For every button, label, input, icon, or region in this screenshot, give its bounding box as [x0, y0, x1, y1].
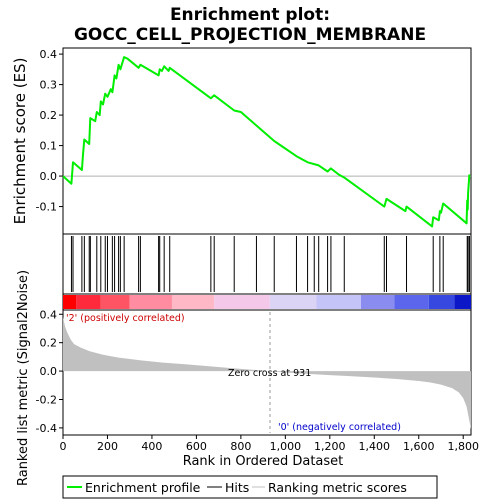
x-tick-label: 1,400 [359, 440, 391, 453]
metric-axis-label: Ranked list metric (Signal2Noise) [16, 270, 31, 486]
es-ytick-label: 0.0 [40, 170, 58, 183]
chart-title-line-2: GOCC_CELL_PROJECTION_MEMBRANE [74, 25, 426, 45]
es-ytick-label: 0.1 [40, 140, 58, 153]
heatmap-band [101, 295, 130, 309]
x-tick-label: 200 [97, 440, 118, 453]
zero-cross-label: Zero cross at 931 [228, 368, 311, 379]
metric-ytick-label: 0.0 [40, 365, 58, 378]
x-tick-label: 600 [186, 440, 207, 453]
es-ytick-label: 0.2 [40, 109, 58, 122]
x-tick-label: 0 [60, 440, 67, 453]
metric-ytick-label: -0.2 [36, 393, 57, 406]
heatmap-bar [63, 295, 471, 309]
x-tick-label: 800 [230, 440, 251, 453]
x-tick-label: 1,000 [270, 440, 302, 453]
x-tick-label: 1,600 [403, 440, 435, 453]
metric-ytick-label: 0.4 [40, 308, 58, 321]
heatmap-band [76, 295, 100, 309]
heatmap-band [361, 295, 394, 309]
metric-ytick-label: -0.4 [36, 422, 57, 435]
es-panel [63, 48, 471, 234]
x-axis-label: Rank in Ordered Dataset [183, 454, 344, 469]
heatmap-band [394, 295, 428, 309]
heatmap-band [270, 295, 317, 309]
metric-ytick-label: 0.2 [40, 337, 58, 350]
legend-ranking-label: Ranking metric scores [268, 480, 407, 495]
negative-correlation-label: '0' (negatively correlated) [278, 422, 401, 433]
x-tick-label: 1,800 [447, 440, 479, 453]
heatmap-band [454, 295, 471, 309]
heatmap-band [130, 295, 172, 309]
heatmap-band [316, 295, 360, 309]
legend-hits-label: Hits [225, 480, 249, 495]
heatmap-band [172, 295, 214, 309]
heatmap-band [429, 295, 455, 309]
es-ytick-label: -0.1 [36, 201, 57, 214]
es-ytick-label: 0.3 [40, 79, 58, 92]
es-axis-label: Enrichment score (ES) [11, 58, 29, 225]
x-tick-label: 1,200 [314, 440, 346, 453]
heatmap-band [214, 295, 270, 309]
heatmap-band [63, 295, 76, 309]
x-tick-label: 400 [141, 440, 162, 453]
es-ytick-label: 0.4 [40, 48, 58, 61]
chart-title-line-1: Enrichment plot: [170, 5, 330, 25]
positive-correlation-label: '2' (positively correlated) [66, 313, 185, 324]
legend-enrichment-label: Enrichment profile [85, 480, 201, 495]
